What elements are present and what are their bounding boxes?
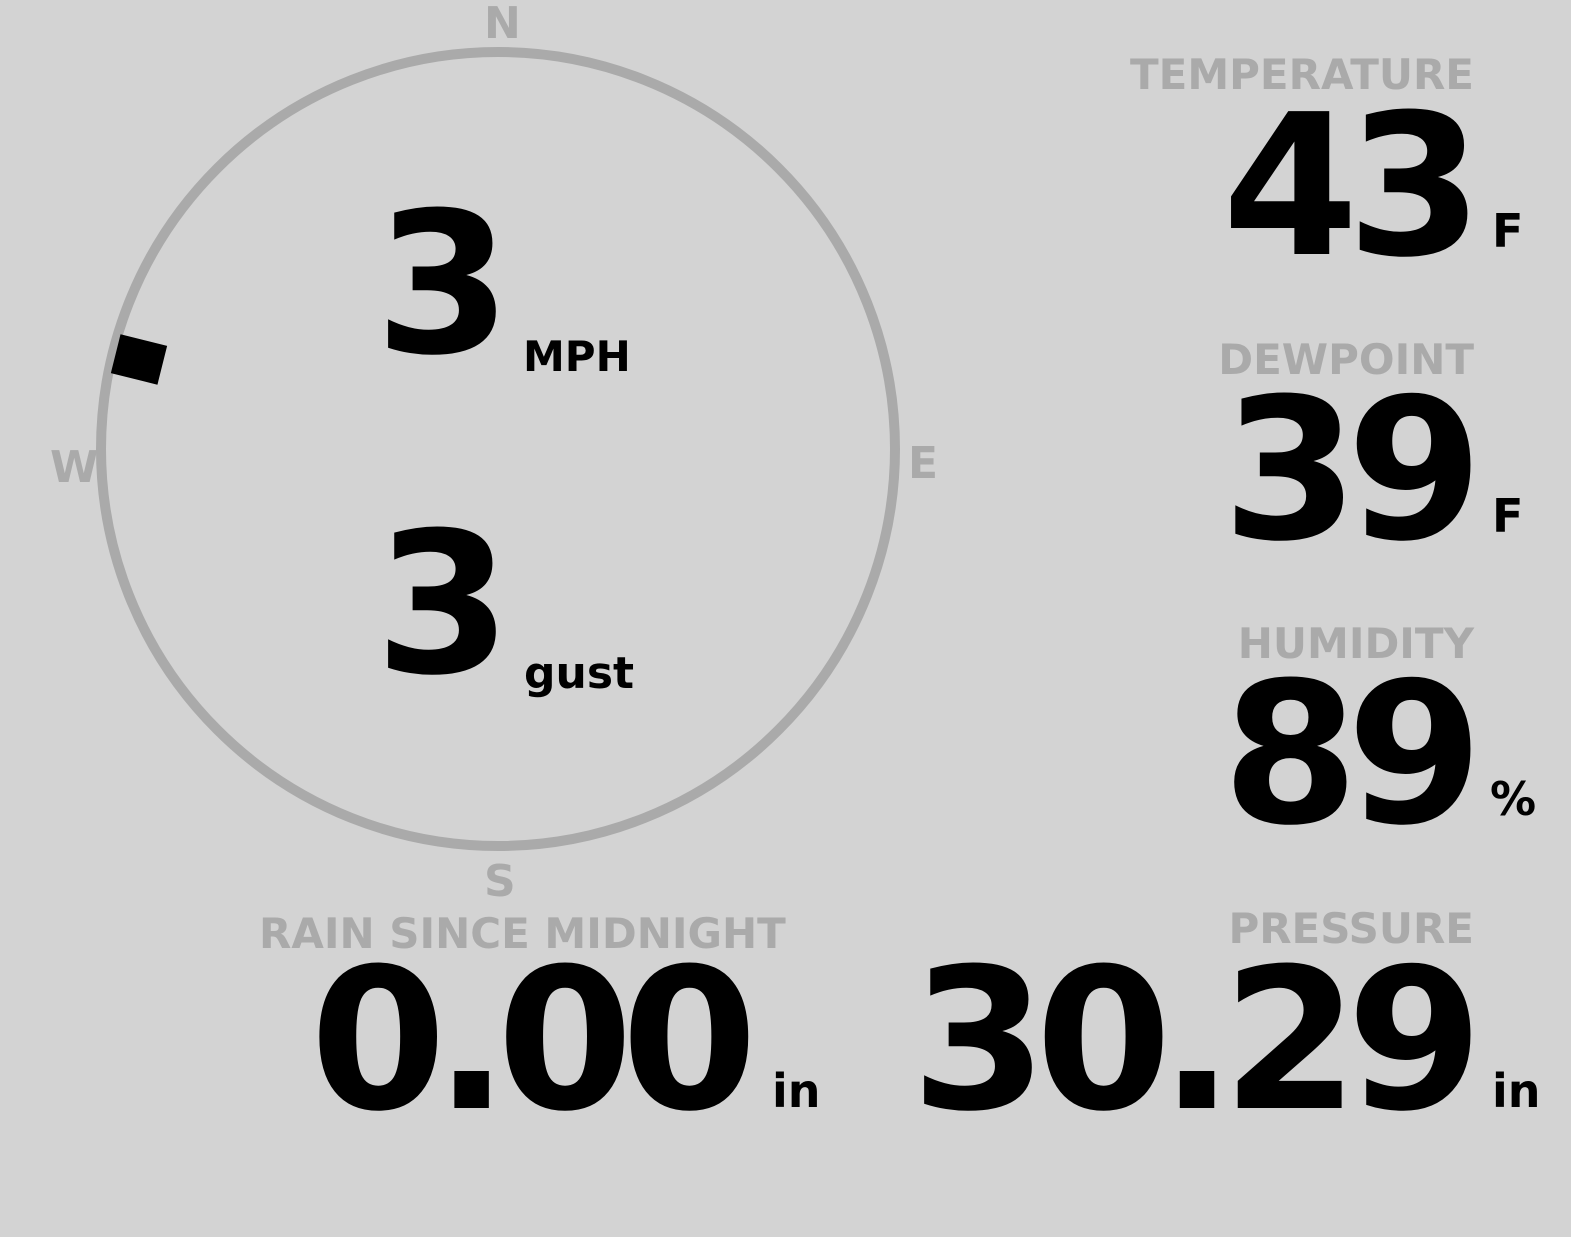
compass-south: S (484, 856, 516, 907)
temperature-unit: F (1492, 204, 1524, 258)
compass-ring (96, 47, 900, 851)
humidity-value: 89 (1222, 641, 1483, 869)
compass-north: N (484, 0, 521, 49)
rain-label: RAIN SINCE MIDNIGHT (259, 909, 786, 958)
wind-speed-value: 3 (375, 171, 511, 399)
pressure-value: 30.29 (911, 927, 1483, 1155)
rain-value: 0.00 (310, 927, 758, 1155)
temperature-label: TEMPERATURE (1130, 50, 1474, 99)
dewpoint-label: DEWPOINT (1218, 335, 1474, 384)
rain-unit: in (772, 1064, 821, 1118)
wind-compass (96, 47, 900, 851)
dewpoint-value: 39 (1222, 357, 1483, 585)
temperature-value: 43 (1222, 73, 1483, 301)
wind-gust-unit: gust (524, 648, 635, 699)
humidity-unit: % (1490, 772, 1537, 826)
compass-east: E (908, 438, 939, 489)
wind-direction-marker (110, 334, 168, 385)
compass-west: W (50, 442, 99, 493)
dewpoint-unit: F (1492, 489, 1524, 543)
pressure-label: PRESSURE (1228, 904, 1474, 953)
humidity-label: HUMIDITY (1237, 619, 1474, 668)
wind-speed-unit: MPH (523, 332, 631, 381)
wind-gust-value: 3 (375, 491, 511, 719)
pressure-unit: in (1492, 1064, 1541, 1118)
